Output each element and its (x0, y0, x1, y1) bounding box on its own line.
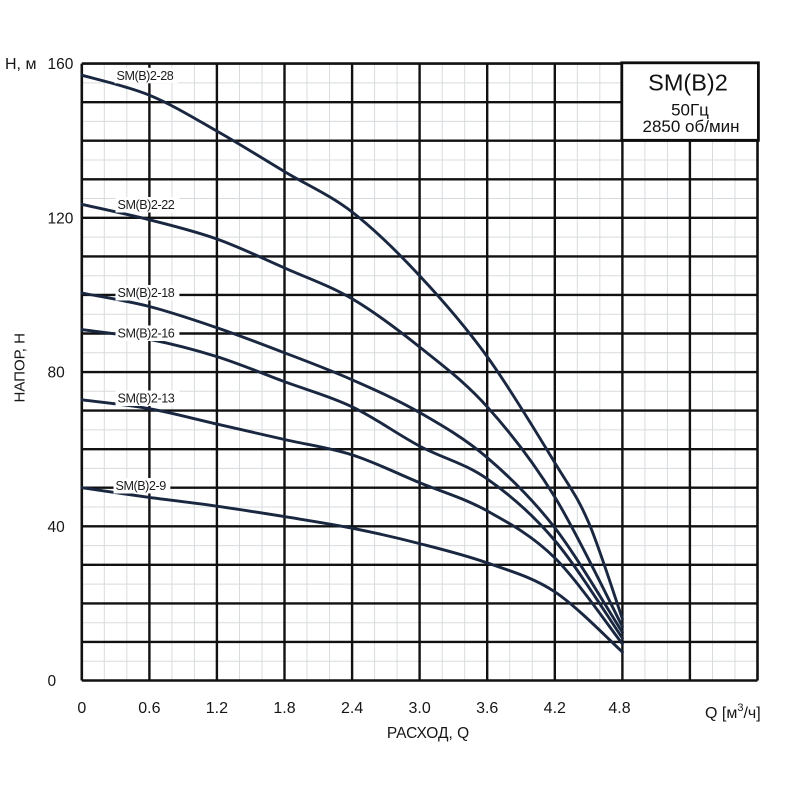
svg-text:SM(B)2-18: SM(B)2-18 (118, 286, 175, 300)
svg-text:3.6: 3.6 (476, 700, 498, 717)
svg-text:1.8: 1.8 (273, 700, 295, 717)
svg-text:0: 0 (77, 700, 86, 717)
svg-text:50Гц: 50Гц (671, 101, 709, 120)
svg-text:3.0: 3.0 (408, 700, 430, 717)
svg-text:80: 80 (48, 365, 66, 382)
svg-text:SM(B)2-13: SM(B)2-13 (118, 392, 175, 406)
svg-text:SM(B)2-22: SM(B)2-22 (118, 198, 175, 212)
svg-text:120: 120 (48, 210, 74, 227)
svg-text:0: 0 (48, 673, 57, 690)
svg-text:4.2: 4.2 (544, 700, 566, 717)
svg-text:НАПОР, Н: НАПОР, Н (12, 333, 29, 402)
svg-text:0.6: 0.6 (138, 700, 160, 717)
svg-text:2.4: 2.4 (341, 700, 363, 717)
svg-text:Н, м: Н, м (5, 56, 36, 73)
svg-text:Q [м3/ч]: Q [м3/ч] (705, 702, 761, 722)
svg-text:2850 об/мин: 2850 об/мин (642, 117, 739, 136)
svg-text:РАСХОД, Q: РАСХОД, Q (387, 725, 469, 742)
svg-text:160: 160 (48, 56, 74, 73)
svg-text:SM(B)2-16: SM(B)2-16 (118, 327, 175, 341)
svg-text:SM(B)2: SM(B)2 (648, 70, 728, 96)
svg-text:40: 40 (48, 519, 66, 536)
svg-text:4.8: 4.8 (608, 700, 630, 717)
svg-text:1.2: 1.2 (206, 700, 228, 717)
svg-text:SM(B)2-28: SM(B)2-28 (117, 69, 174, 83)
svg-text:SM(B)2-9: SM(B)2-9 (116, 479, 167, 493)
